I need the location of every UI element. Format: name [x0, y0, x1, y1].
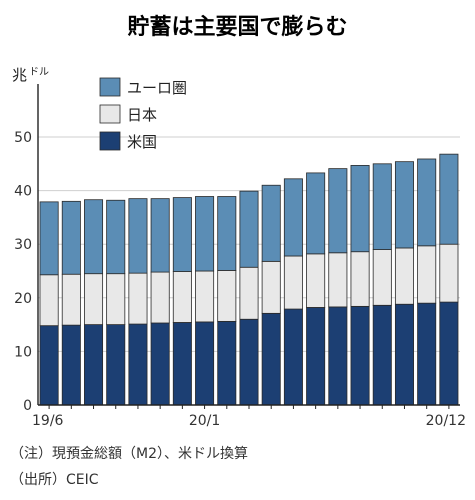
- x-axis: 19/6 20/1 20/12: [32, 84, 466, 429]
- bar-segment-japan: [84, 273, 104, 325]
- bar-segment-us: [239, 318, 259, 406]
- bar-segment-japan: [394, 247, 414, 305]
- bar-segment-japan: [261, 260, 281, 314]
- bar-segment-japan: [61, 273, 81, 326]
- bar-segment-eurozone: [417, 158, 437, 247]
- bar-segment-us: [61, 324, 81, 406]
- bar-segment-japan: [306, 253, 326, 308]
- bar-segment-japan: [417, 245, 437, 304]
- bar-segment-japan: [172, 271, 192, 323]
- y-tick-label: 20: [14, 291, 32, 307]
- bar-segment-us: [150, 322, 170, 406]
- bar-segment-eurozone: [150, 198, 170, 273]
- y-axis-unit-small: ドル: [29, 67, 49, 78]
- bar-segment-japan: [372, 249, 392, 306]
- bar-segment-eurozone: [261, 184, 281, 262]
- bar-segment-japan: [195, 270, 215, 323]
- bar-segment-us: [39, 325, 59, 406]
- bar-segment-eurozone: [61, 200, 81, 275]
- bar-segment-us: [283, 308, 303, 406]
- bar-segment-japan: [128, 272, 148, 325]
- y-axis-unit: 兆 ドル: [12, 66, 49, 84]
- y-tick-label: 0: [23, 398, 32, 414]
- legend-label: 日本: [127, 106, 157, 124]
- bar-segment-eurozone: [283, 178, 303, 257]
- y-tick-label: 30: [14, 237, 32, 253]
- x-tick-label: 19/6: [32, 413, 64, 429]
- bar-segment-japan: [106, 273, 126, 325]
- bar-segment-us: [350, 305, 370, 406]
- y-axis-unit-main: 兆: [12, 66, 27, 84]
- legend-swatch: [99, 104, 121, 124]
- bar-segment-us: [217, 320, 237, 406]
- bar-segment-eurozone: [84, 199, 104, 275]
- bar-segment-us: [128, 323, 148, 406]
- bar-segment-eurozone: [372, 163, 392, 250]
- bar-segment-japan: [217, 270, 237, 322]
- bar-segment-eurozone: [172, 197, 192, 272]
- y-tick-label: 40: [14, 184, 32, 200]
- y-tick-label: 50: [14, 130, 32, 146]
- bar-segment-eurozone: [239, 190, 259, 268]
- bar-segment-us: [172, 322, 192, 406]
- legend-label: 米国: [127, 133, 157, 151]
- bar-segment-eurozone: [306, 172, 326, 255]
- bar-segment-japan: [328, 252, 348, 308]
- bar-segment-us: [417, 302, 437, 406]
- bar-segment-eurozone: [195, 196, 215, 272]
- legend-label: ユーロ圏: [127, 79, 187, 97]
- bar-segment-eurozone: [350, 165, 370, 253]
- bar-segment-eurozone: [106, 199, 126, 275]
- bar-segment-us: [328, 306, 348, 406]
- note-source: （出所）CEIC: [10, 472, 99, 488]
- bar-segment-us: [261, 312, 281, 406]
- bar-segment-japan: [150, 271, 170, 324]
- bar-segment-us: [195, 321, 215, 406]
- legend-swatch: [99, 77, 121, 97]
- y-tick-label: 10: [14, 344, 32, 360]
- bar-segment-us: [106, 324, 126, 406]
- legend-swatch: [99, 131, 121, 151]
- bar-segment-us: [306, 307, 326, 406]
- bar-segment-japan: [439, 243, 459, 303]
- bar-segment-japan: [283, 255, 303, 310]
- bar-segment-us: [84, 324, 104, 406]
- x-tick-label: 20/12: [426, 413, 466, 429]
- x-tick-label: 20/1: [189, 413, 220, 429]
- bar-segment-us: [372, 304, 392, 406]
- bar-segment-us: [394, 303, 414, 406]
- bar-segment-eurozone: [217, 196, 237, 271]
- bar-segment-japan: [350, 251, 370, 307]
- bar-segment-japan: [239, 266, 259, 320]
- chart-title: 貯蓄は主要国で膨らむ: [127, 14, 347, 40]
- bars: [39, 153, 459, 406]
- bar-segment-eurozone: [128, 198, 148, 274]
- bar-segment-eurozone: [39, 201, 59, 276]
- y-tick-labels: 0 10 20 30 40 50: [14, 130, 32, 414]
- bar-segment-us: [439, 301, 459, 406]
- bar-segment-eurozone: [439, 153, 459, 245]
- notes: （注）現預金総額（M2）、米ドル換算 （出所）CEIC: [10, 446, 248, 488]
- bar-segment-eurozone: [394, 161, 414, 249]
- note-definition: （注）現預金総額（M2）、米ドル換算: [10, 446, 248, 462]
- bar-segment-japan: [39, 274, 59, 327]
- bar-segment-eurozone: [328, 168, 348, 254]
